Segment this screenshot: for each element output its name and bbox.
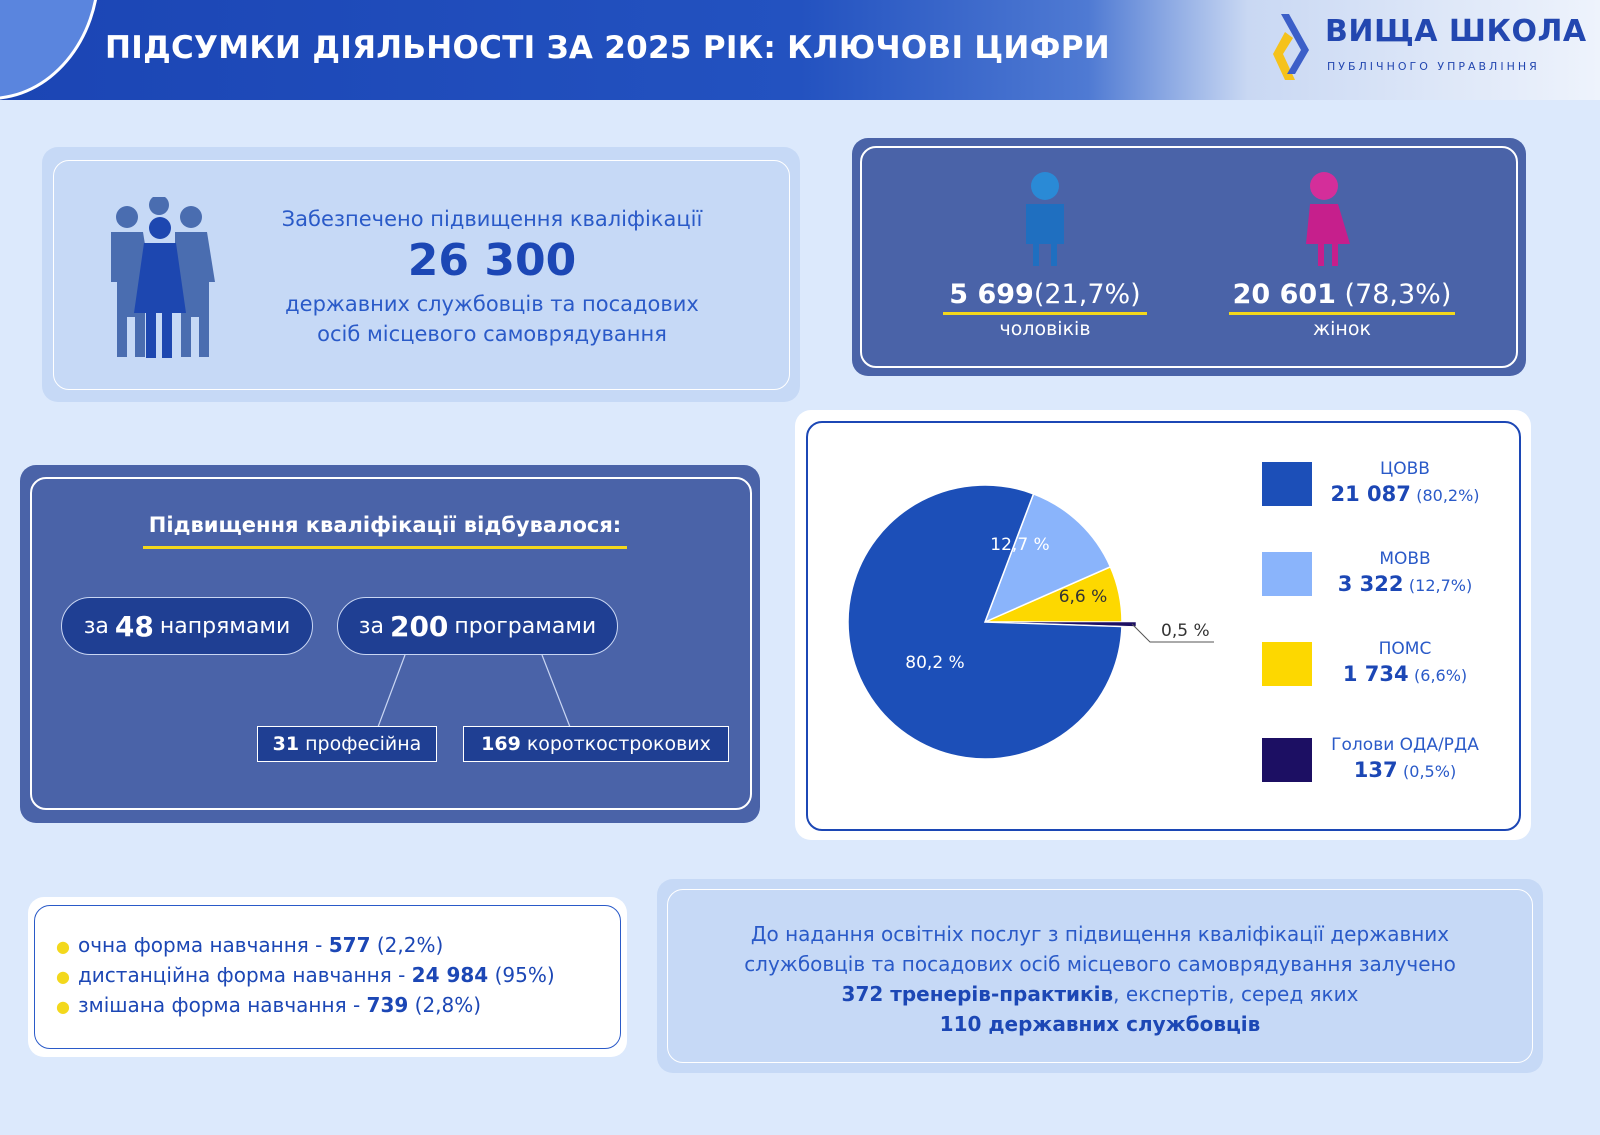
total-line3: осіб місцевого самоврядування <box>317 322 667 346</box>
legend-swatch <box>1262 738 1312 782</box>
people-group-icon <box>111 197 215 358</box>
pie-slice-3 <box>998 621 1137 627</box>
short-box: 169 короткострокових <box>463 726 729 762</box>
page-title: ПІДСУМКИ ДІЯЛЬНОСТІ ЗА 2025 РІК: КЛЮЧОВІ… <box>105 30 1110 66</box>
pie-label-2: 6,6 % <box>1059 587 1108 607</box>
forms-card: ● очна форма навчання - 577 (2,2%) ● диста… <box>28 897 627 1057</box>
logo-name: ВИЩА ШКОЛА <box>1325 14 1587 49</box>
programs-pill: за 200 програмами <box>337 597 618 655</box>
civil-servants-count: 110 державних службовців <box>939 1012 1261 1036</box>
men-label: чоловіків <box>999 318 1091 340</box>
pie-label-3: 0,5 % <box>1161 621 1210 641</box>
female-icon <box>1306 172 1350 266</box>
gender-card: 5 699(21,7%) чоловіків 20 601 (78,3%) жі… <box>852 138 1526 376</box>
leader-line <box>1131 623 1214 643</box>
trainers-card: До надання освітніх послуг з підвищення … <box>657 879 1543 1073</box>
pie-label-1: 12,7 % <box>990 535 1049 555</box>
legend-name: ЦОВВ <box>1380 459 1430 479</box>
legend-name: ПОМС <box>1378 639 1432 659</box>
male-icon <box>1026 172 1064 266</box>
men-count: 5 699 <box>949 279 1034 310</box>
logo: ВИЩА ШКОЛА ПУБЛІЧНОГО УПРАВЛІННЯ <box>1265 10 1587 90</box>
men-percent: (21,7%) <box>1033 279 1141 310</box>
pie-chart: 6,6 % 12,7 % 80,2 % 0,5 % <box>847 484 1214 760</box>
legend-percent: (0,5%) <box>1403 762 1457 781</box>
legend-name: Голови ОДА/РДА <box>1331 735 1479 755</box>
legend-item: МОВВ 3 322 (12,7%) <box>1295 548 1515 600</box>
legend-percent: (12,7%) <box>1408 576 1473 595</box>
legend-value: 137 <box>1353 758 1398 782</box>
legend-name: МОВВ <box>1379 549 1431 569</box>
total-card: Забезпечено підвищення кваліфікації 26 3… <box>42 147 800 402</box>
heading-underline <box>143 546 627 549</box>
decor-circle <box>0 0 100 100</box>
header-banner: ПІДСУМКИ ДІЯЛЬНОСТІ ЗА 2025 РІК: КЛЮЧОВІ… <box>0 0 1600 100</box>
pie-slice-0 <box>847 484 1123 760</box>
men-underline <box>943 312 1147 315</box>
women-count: 20 601 <box>1232 279 1336 310</box>
pie-slice-1 <box>983 492 1112 624</box>
connector-lines <box>377 654 571 728</box>
legend-item: Голови ОДА/РДА 137 (0,5%) <box>1295 734 1515 786</box>
total-line1: Забезпечено підвищення кваліфікації <box>281 207 703 231</box>
professional-box: 31 професійна <box>257 726 437 762</box>
logo-chevron-icon <box>1273 14 1309 80</box>
directions-pill: за 48 напрямами <box>61 597 313 655</box>
legend-percent: (6,6%) <box>1414 666 1468 685</box>
programs-card: Підвищення кваліфікації відбувалося: за 4… <box>20 465 760 823</box>
legend-value: 1 734 <box>1342 662 1409 686</box>
legend-percent: (80,2%) <box>1416 486 1480 505</box>
women-underline <box>1229 312 1455 315</box>
form-item: ● дистанційна форма навчання - 24 984 (95… <box>56 963 555 987</box>
total-number: 26 300 <box>407 235 577 286</box>
legend-value: 21 087 <box>1330 482 1411 506</box>
legend-swatch <box>1262 552 1312 596</box>
legend-swatch <box>1262 462 1312 506</box>
chart-card: 6,6 % 12,7 % 80,2 % 0,5 % ЦОВВ 21 087 (80,2%… <box>795 410 1531 840</box>
women-label: жінок <box>1313 318 1371 340</box>
legend-swatch <box>1262 642 1312 686</box>
legend-value: 3 322 <box>1337 572 1404 596</box>
form-item: ● змішана форма навчання - 739 (2,8%) <box>56 993 482 1017</box>
legend-item: ПОМС 1 734 (6,6%) <box>1295 638 1515 690</box>
legend-item: ЦОВВ 21 087 (80,2%) <box>1295 458 1515 510</box>
total-line2: державних службовців та посадових <box>285 292 699 316</box>
pie-label-0: 80,2 % <box>905 653 964 673</box>
trainers-text: До надання освітніх послуг з підвищення … <box>744 922 1456 1036</box>
women-percent: (78,3%) <box>1335 279 1452 310</box>
form-item: ● очна форма навчання - 577 (2,2%) <box>56 933 444 957</box>
trainers-count: 372 тренерів-практиків <box>841 982 1114 1006</box>
forms-list: ● очна форма навчання - 577 (2,2%) ● диста… <box>56 931 555 1021</box>
logo-subtitle: ПУБЛІЧНОГО УПРАВЛІННЯ <box>1327 60 1540 73</box>
programs-heading: Підвищення кваліфікації відбувалося: <box>148 513 622 537</box>
